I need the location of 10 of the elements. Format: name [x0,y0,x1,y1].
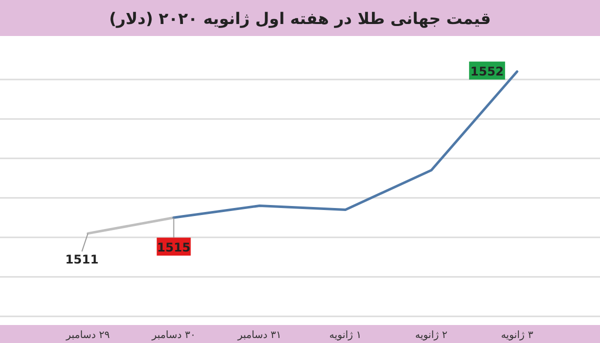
data-label: 1511 [65,252,99,266]
chart-title: قیمت جهانی طلا در هفته اول ژانویه ۲۰۲۰ (دلار) [109,9,491,28]
data-label: 1552 [470,64,504,79]
x-tick-label: ۲ ژانویه [415,330,448,341]
data-label: 1515 [157,240,190,255]
x-tick-label: ۳۰ دسامبر [150,330,196,341]
x-tick-label: ۳۱ دسامبر [236,330,282,341]
x-tick-label: ۱ ژانویه [329,330,362,341]
x-tick-label: ۲۹ دسامبر [65,330,110,341]
x-tick-label: ۳ ژانویه [500,330,534,341]
